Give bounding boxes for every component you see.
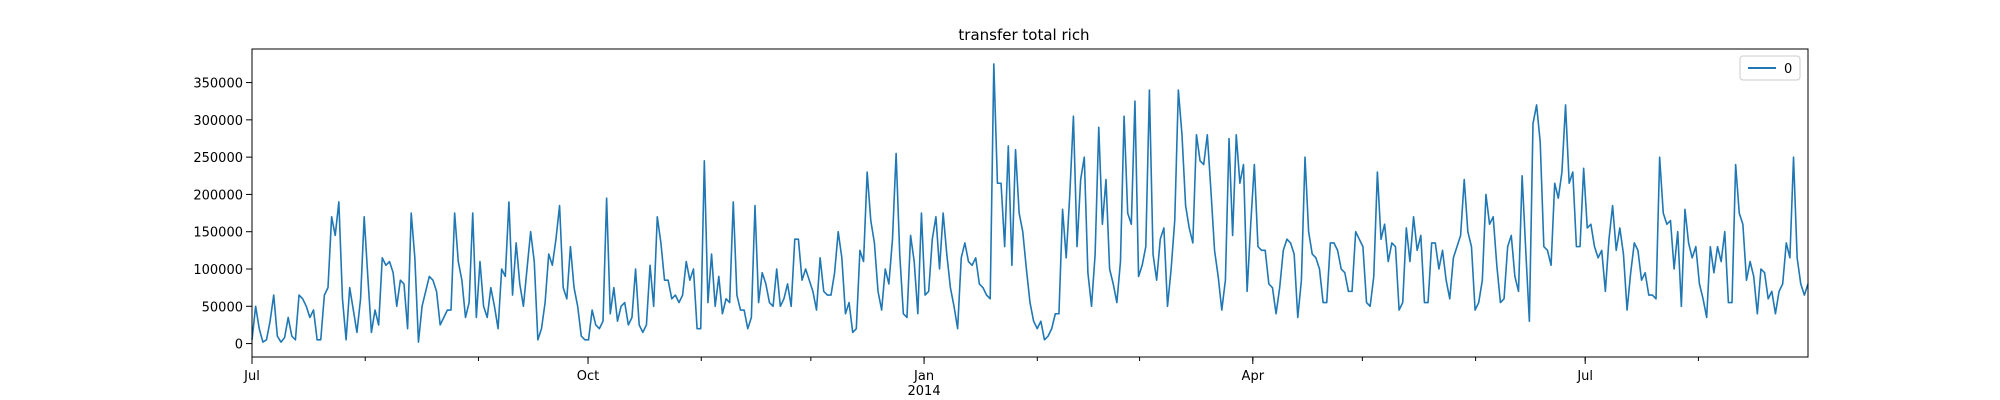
series-line-0 [251, 63, 1809, 343]
y-tick-label: 50000 [202, 300, 243, 315]
x-tick-label: Apr [1242, 369, 1265, 384]
plot-area [251, 63, 1809, 343]
y-tick-label: 150000 [193, 226, 243, 241]
y-tick-label: 250000 [193, 151, 243, 166]
chart-title: transfer total rich [958, 26, 1089, 44]
x-tick-label: Jul [1576, 369, 1593, 384]
x-tick-label: Jul [243, 369, 260, 384]
x-tick-sublabel: 2014 [908, 384, 941, 399]
x-tick-label: Jan [913, 369, 934, 384]
y-tick-label: 100000 [193, 263, 243, 278]
plot-frame [251, 48, 1809, 358]
y-axis: 0 50000 100000 150000 200000 250000 300000 3500… [193, 77, 252, 353]
x-tick-label: Oct [577, 369, 599, 384]
y-tick-label: 300000 [193, 114, 243, 129]
legend[interactable]: 0 [1739, 55, 1801, 81]
y-tick-label: 0 [235, 338, 243, 353]
legend-label: 0 [1784, 62, 1792, 77]
y-tick-label: 350000 [193, 77, 243, 92]
y-tick-label: 200000 [193, 188, 243, 203]
